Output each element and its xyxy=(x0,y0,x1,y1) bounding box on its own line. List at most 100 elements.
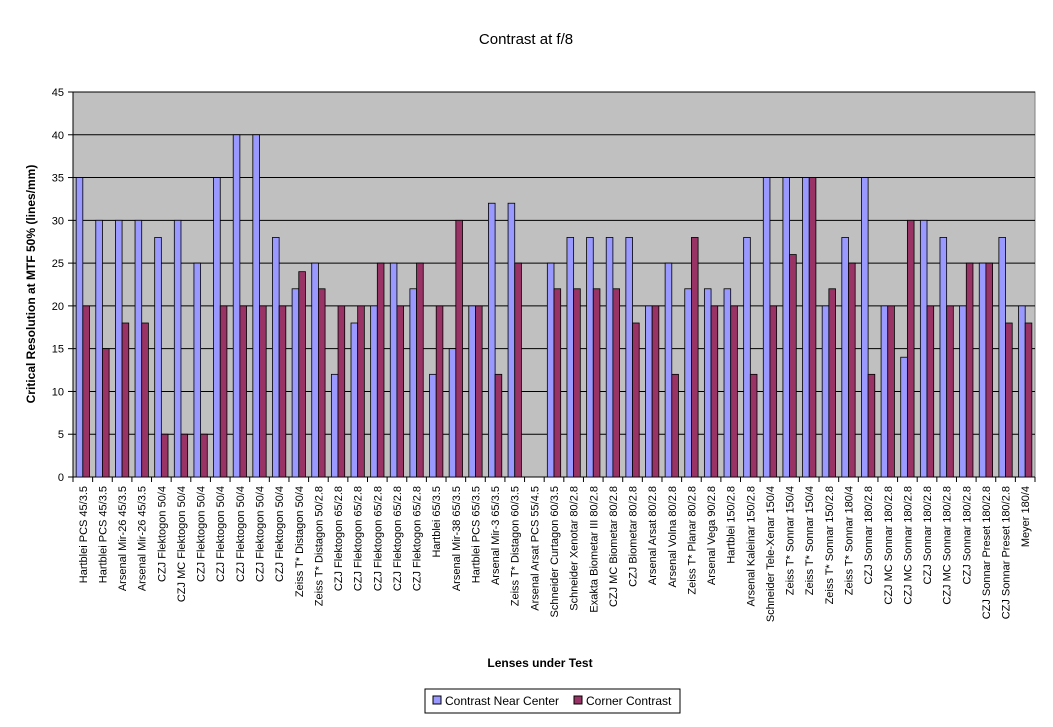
bar-corner-contrast-6 xyxy=(180,433,189,478)
legend-swatch-contrast-near-center xyxy=(432,695,442,705)
bar-corner-contrast-15 xyxy=(357,305,365,478)
bar-contrast-near-center-47 xyxy=(978,262,987,478)
bar-corner-contrast-41 xyxy=(867,373,876,478)
x-category-label: Zeiss T* Sonnar 150/2.8 xyxy=(824,486,836,604)
bar-corner-contrast-2 xyxy=(102,348,110,478)
x-category-label: CZJ Flektogon 50/4 xyxy=(196,486,208,582)
x-category-label: CZJ Flektogon 65/2.8 xyxy=(353,486,365,591)
y-tick-label-25: 25 xyxy=(52,258,64,270)
bar-contrast-near-center-38 xyxy=(802,177,810,478)
bar-corner-contrast-33 xyxy=(710,305,719,478)
bar-corner-contrast-5 xyxy=(160,433,169,478)
bar-contrast-near-center-48 xyxy=(998,237,1006,478)
bar-corner-contrast-46 xyxy=(965,262,974,478)
x-category-label: Zeiss T* Sonnar 150/4 xyxy=(785,486,797,595)
legend-swatch-corner-contrast xyxy=(573,695,583,705)
bar-contrast-near-center-34 xyxy=(723,288,732,478)
bar-contrast-near-center-35 xyxy=(743,237,751,478)
bar-corner-contrast-23 xyxy=(514,262,522,478)
x-category-label: CZJ Flektogon 50/4 xyxy=(255,486,267,582)
bar-contrast-near-center-13 xyxy=(311,262,319,478)
bar-contrast-near-center-33 xyxy=(703,288,712,478)
y-tick-label-45: 45 xyxy=(52,87,64,99)
bar-corner-contrast-4 xyxy=(141,322,149,478)
bar-corner-contrast-25 xyxy=(553,288,562,478)
x-category-label: Arsenal Mir-26 45/3.5 xyxy=(117,486,129,591)
bar-corner-contrast-7 xyxy=(200,433,208,478)
bar-contrast-near-center-3 xyxy=(115,219,123,478)
x-category-label: Hartblei 65/3.5 xyxy=(431,486,443,558)
bar-corner-contrast-18 xyxy=(416,262,424,478)
bar-corner-contrast-29 xyxy=(632,322,640,478)
bar-contrast-near-center-20 xyxy=(448,348,457,478)
bar-corner-contrast-1 xyxy=(82,305,90,478)
x-category-label: Schneider Curtagon 60/3.5 xyxy=(549,486,561,617)
x-category-label: CZJ Sonnar 180/2.8 xyxy=(863,486,875,584)
x-category-label: Arsenal Mir-26 45/3.5 xyxy=(137,486,149,591)
bar-contrast-near-center-7 xyxy=(193,262,202,478)
plot-area: 0 5 10 15 20 25 30 35 40 45 Hartblei PCS 45/3.5 Har… xyxy=(52,87,1036,622)
bar-contrast-near-center-11 xyxy=(272,237,280,478)
bar-contrast-near-center-42 xyxy=(880,305,889,478)
bar-contrast-near-center-44 xyxy=(919,219,928,478)
y-tick-label-35: 35 xyxy=(52,173,64,185)
x-category-label: Zeiss T* Distagon 50/2.8 xyxy=(313,486,325,606)
bar-contrast-near-center-46 xyxy=(959,305,967,478)
bar-corner-contrast-36 xyxy=(769,305,778,478)
bar-contrast-near-center-18 xyxy=(409,288,417,478)
x-category-label: CZJ Sonnar 180/2.8 xyxy=(922,486,934,584)
bar-corner-contrast-31 xyxy=(671,373,679,478)
bar-corner-contrast-8 xyxy=(219,305,228,478)
x-category-label: Arsenal Kaleinar 150/2.8 xyxy=(745,486,757,606)
legend-label-contrast-near-center: Contrast Near Center xyxy=(445,694,559,708)
bar-contrast-near-center-37 xyxy=(782,177,790,478)
bar-corner-contrast-22 xyxy=(494,373,503,478)
x-category-label: CZJ Flektogon 65/2.8 xyxy=(412,486,424,591)
x-axis-title: Lenses under Test xyxy=(487,656,592,670)
x-category-label: Arsenal Mir-38 65/3.5 xyxy=(451,486,463,591)
bar-contrast-near-center-21 xyxy=(468,305,476,478)
bar-contrast-near-center-41 xyxy=(861,177,869,478)
x-category-label: CZJ MC Sonnar 180/2.8 xyxy=(883,486,895,605)
x-category-label: CZJ Flektogon 65/2.8 xyxy=(372,486,384,591)
bar-corner-contrast-49 xyxy=(1024,322,1033,478)
x-category-label: CZJ MC Sonnar 180/2.8 xyxy=(902,486,914,605)
x-category-label: Schneider Xenotar 80/2.8 xyxy=(569,486,581,611)
bar-corner-contrast-11 xyxy=(278,305,287,478)
bar-corner-contrast-16 xyxy=(376,262,385,478)
y-axis-title: Critical Resolution at MTF 50% (lines/mm… xyxy=(24,165,38,404)
y-tick-label-10: 10 xyxy=(52,386,64,398)
bar-corner-contrast-17 xyxy=(396,305,405,478)
bar-corner-contrast-44 xyxy=(926,305,935,478)
bar-contrast-near-center-32 xyxy=(684,288,692,478)
bar-corner-contrast-42 xyxy=(887,305,895,478)
x-category-label: CZJ MC Biometar 80/2.8 xyxy=(608,486,620,607)
x-category-label: CZJ MC Sonnar 180/2.8 xyxy=(942,486,954,605)
bar-contrast-near-center-9 xyxy=(232,134,241,478)
bar-contrast-near-center-14 xyxy=(330,373,339,478)
legend-box xyxy=(424,688,681,714)
bar-corner-contrast-28 xyxy=(612,288,620,478)
bar-contrast-near-center-27 xyxy=(586,237,594,478)
bar-contrast-near-center-26 xyxy=(566,237,575,478)
bar-contrast-near-center-8 xyxy=(213,177,221,478)
bar-corner-contrast-9 xyxy=(239,305,247,478)
x-category-label: Meyer 180/4 xyxy=(1020,486,1032,547)
x-category-label: Hartblei PCS 65/3.5 xyxy=(470,486,482,583)
bar-contrast-near-center-36 xyxy=(762,177,771,478)
x-category-label: CZJ Sonnar Preset 180/2.8 xyxy=(1001,486,1013,619)
bar-corner-contrast-13 xyxy=(318,288,326,478)
bar-corner-contrast-40 xyxy=(848,262,856,478)
x-category-label: CZJ Sonnar 180/2.8 xyxy=(961,486,973,584)
x-category-label: Zeiss T* Distagon 50/4 xyxy=(294,486,306,597)
x-category-label: Hartblei PCS 45/3.5 xyxy=(78,486,90,583)
y-tick-label-20: 20 xyxy=(52,301,64,313)
x-category-label: CZJ Biometar 80/2.8 xyxy=(628,486,640,587)
bar-corner-contrast-30 xyxy=(651,305,660,478)
bar-corner-contrast-39 xyxy=(828,288,836,478)
bar-corner-contrast-10 xyxy=(259,305,267,478)
y-tick-label-40: 40 xyxy=(52,130,64,142)
bar-contrast-near-center-45 xyxy=(939,237,948,478)
